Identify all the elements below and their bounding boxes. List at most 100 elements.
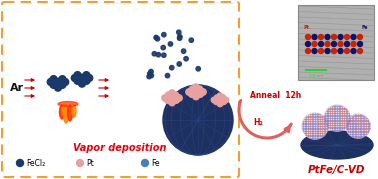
Circle shape bbox=[217, 97, 223, 103]
Text: Pt: Pt bbox=[303, 25, 309, 30]
Circle shape bbox=[305, 49, 310, 54]
Circle shape bbox=[17, 159, 23, 166]
Circle shape bbox=[79, 74, 85, 81]
Circle shape bbox=[79, 74, 85, 81]
Circle shape bbox=[319, 49, 324, 54]
Circle shape bbox=[155, 37, 160, 41]
Circle shape bbox=[344, 35, 350, 40]
Text: Fe: Fe bbox=[151, 158, 160, 168]
Circle shape bbox=[214, 99, 219, 105]
Circle shape bbox=[50, 81, 57, 88]
Circle shape bbox=[169, 99, 175, 106]
Circle shape bbox=[50, 76, 57, 83]
Circle shape bbox=[325, 42, 330, 47]
Circle shape bbox=[196, 86, 203, 92]
Circle shape bbox=[62, 78, 69, 86]
Circle shape bbox=[162, 53, 166, 57]
Text: 1.0 nm: 1.0 nm bbox=[309, 74, 323, 78]
Circle shape bbox=[164, 97, 171, 103]
Circle shape bbox=[351, 35, 356, 40]
Text: Fe: Fe bbox=[362, 25, 369, 30]
Circle shape bbox=[358, 49, 363, 54]
Circle shape bbox=[358, 42, 363, 47]
Circle shape bbox=[163, 85, 233, 155]
Circle shape bbox=[169, 66, 174, 70]
Circle shape bbox=[147, 71, 152, 76]
Circle shape bbox=[325, 35, 330, 40]
Circle shape bbox=[162, 32, 166, 37]
Circle shape bbox=[54, 78, 62, 86]
Circle shape bbox=[338, 49, 343, 54]
Circle shape bbox=[149, 69, 153, 74]
Circle shape bbox=[74, 77, 81, 84]
Circle shape bbox=[305, 35, 310, 40]
Circle shape bbox=[54, 78, 62, 86]
Circle shape bbox=[351, 49, 356, 54]
Text: Vapor deposition: Vapor deposition bbox=[73, 143, 167, 153]
Ellipse shape bbox=[68, 105, 73, 121]
Circle shape bbox=[332, 35, 336, 40]
Circle shape bbox=[346, 114, 370, 138]
FancyBboxPatch shape bbox=[298, 5, 374, 80]
Circle shape bbox=[59, 81, 66, 88]
Circle shape bbox=[189, 86, 196, 92]
Circle shape bbox=[344, 42, 350, 47]
Circle shape bbox=[217, 101, 223, 107]
Circle shape bbox=[83, 77, 90, 84]
Circle shape bbox=[141, 159, 149, 166]
Circle shape bbox=[324, 105, 350, 131]
Ellipse shape bbox=[62, 105, 66, 115]
Circle shape bbox=[189, 38, 194, 42]
Circle shape bbox=[211, 97, 217, 103]
Circle shape bbox=[217, 97, 223, 103]
Circle shape bbox=[184, 57, 188, 61]
Circle shape bbox=[217, 93, 223, 99]
Circle shape bbox=[196, 67, 200, 71]
Circle shape bbox=[325, 49, 330, 54]
Text: Pt: Pt bbox=[86, 158, 94, 168]
Circle shape bbox=[338, 42, 343, 47]
Circle shape bbox=[162, 95, 168, 101]
Circle shape bbox=[197, 91, 203, 97]
Circle shape bbox=[173, 97, 180, 103]
Circle shape bbox=[71, 74, 78, 81]
Circle shape bbox=[177, 30, 181, 34]
Circle shape bbox=[178, 35, 182, 39]
Circle shape bbox=[221, 99, 226, 105]
Circle shape bbox=[344, 49, 350, 54]
Text: Ar: Ar bbox=[10, 83, 24, 93]
Circle shape bbox=[223, 97, 229, 103]
Circle shape bbox=[152, 52, 156, 56]
Circle shape bbox=[302, 113, 328, 139]
Circle shape bbox=[168, 42, 173, 46]
Circle shape bbox=[177, 62, 181, 66]
Circle shape bbox=[319, 42, 324, 47]
Text: Anneal  12h: Anneal 12h bbox=[250, 91, 302, 100]
Circle shape bbox=[358, 35, 363, 40]
Circle shape bbox=[59, 76, 66, 83]
Circle shape bbox=[305, 42, 310, 47]
Circle shape bbox=[76, 159, 84, 166]
Text: PtFe/C-VD: PtFe/C-VD bbox=[308, 165, 366, 175]
Circle shape bbox=[161, 45, 166, 50]
Circle shape bbox=[177, 36, 182, 40]
Circle shape bbox=[83, 72, 90, 79]
Circle shape bbox=[169, 95, 175, 101]
Text: FeCl₂: FeCl₂ bbox=[26, 158, 45, 168]
Ellipse shape bbox=[58, 101, 78, 107]
Circle shape bbox=[74, 72, 81, 79]
Ellipse shape bbox=[64, 105, 68, 123]
Circle shape bbox=[176, 95, 182, 101]
Circle shape bbox=[351, 42, 356, 47]
Circle shape bbox=[193, 89, 199, 95]
Circle shape bbox=[54, 84, 62, 91]
Circle shape bbox=[193, 84, 199, 90]
Circle shape bbox=[220, 95, 226, 100]
Circle shape bbox=[214, 95, 220, 100]
Circle shape bbox=[165, 73, 170, 78]
Circle shape bbox=[147, 74, 151, 79]
Ellipse shape bbox=[301, 131, 373, 159]
Text: H₂: H₂ bbox=[253, 117, 263, 127]
Circle shape bbox=[312, 42, 317, 47]
Circle shape bbox=[312, 35, 317, 40]
